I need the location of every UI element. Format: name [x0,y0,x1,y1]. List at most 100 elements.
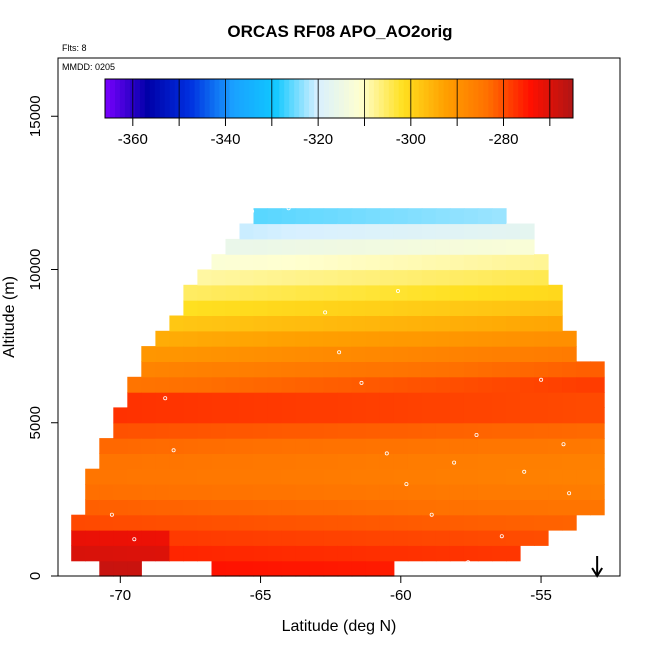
heatmap-cell [492,422,507,439]
heatmap-cell [407,468,423,485]
heatmap-cell [239,254,255,271]
heatmap-cell [295,330,311,347]
heatmap-cell [590,392,605,408]
heatmap-cell [365,392,381,408]
heatmap-cell [351,407,367,424]
heatmap-cell [169,530,184,546]
heatmap-cell [449,254,465,271]
heatmap-cell [492,514,507,531]
flight-direction-arrow [591,556,603,578]
heatmap-cell [393,223,409,240]
heatmap-cell [520,376,535,393]
heatmap-cell [379,560,395,577]
heatmap-cell [520,514,535,531]
heatmap-cell [379,422,395,439]
heatmap-cell [267,238,283,255]
heatmap-cell [492,438,507,454]
heatmap-cell [267,530,283,546]
heatmap-cell [337,484,353,500]
heatmap-cell [463,453,479,470]
heatmap-cell [435,376,451,393]
heatmap-cell [155,545,170,562]
heatmap-cell [449,284,465,301]
heatmap-cell [435,530,451,546]
heatmap-cell [449,422,465,439]
heatmap-cell [323,468,339,485]
heatmap-cell [239,300,255,316]
heatmap-cell [267,392,283,408]
heatmap-cell [562,484,577,500]
heatmap-cell [225,361,241,378]
heatmap-cell [407,376,423,393]
heatmap-cell [295,238,311,255]
heatmap-cell [337,346,353,362]
heatmap-cell [463,484,479,500]
heatmap-cell [393,545,409,562]
heatmap-cell [520,300,535,316]
heatmap-cell [407,453,423,470]
heatmap-cell [506,422,521,439]
sample-point [359,380,364,385]
heatmap-cell [506,514,521,531]
heatmap-cell [351,499,367,516]
heatmap-cell [407,484,423,500]
colorbar-swatch [458,79,464,118]
heatmap-cell [449,361,465,378]
heatmap-cell [435,238,451,255]
colorbar-swatch [169,79,176,118]
colorbar-swatch [503,79,509,118]
heatmap-cell [449,269,465,286]
heatmap-cell [309,468,325,485]
heatmap-cell [281,453,297,470]
colorbar-swatch [538,79,544,118]
heatmap-cell [267,468,283,485]
heatmap-cell [463,376,479,393]
heatmap-cell [463,300,479,316]
heatmap-cell [239,484,255,500]
heatmap-cell [281,300,297,316]
heatmap-cell [351,453,367,470]
heatmap-cell [492,269,507,286]
heatmap-cell [225,453,241,470]
heatmap-cell [562,468,577,485]
heatmap-cell [562,422,577,439]
heatmap-cell [267,453,283,470]
heatmap-cell [169,361,184,378]
heatmap-cell [281,468,297,485]
heatmap-cell [295,407,311,424]
heatmap-cell [534,269,549,286]
heatmap-cell [548,484,563,500]
heatmap-cell [267,438,283,454]
colorbar-swatch [568,79,574,118]
colorbar-swatch [239,79,245,118]
heatmap-cell [407,392,423,408]
heatmap-cell [449,499,465,516]
heatmap-cell [492,468,507,485]
heatmap-cell [576,376,591,393]
sample-point [429,512,434,517]
colorbar-swatch [264,79,270,118]
colorbar-swatch [433,79,440,118]
sample-point [499,534,504,539]
heatmap-cell [590,422,605,439]
heatmap-cell [323,422,339,439]
colorbar-swatch [209,79,216,118]
colorbar-swatch [368,79,375,118]
heatmap-cell [253,376,269,393]
heatmap-cell [183,422,198,439]
colorbar-swatch [418,79,425,118]
heatmap-cell [211,438,227,454]
heatmap-cell [197,284,212,301]
heatmap-cell [183,407,198,424]
heatmap-cell [323,453,339,470]
heatmap-cell [211,361,227,378]
heatmap-cell [379,284,395,301]
colorbar-tick-label: -280 [488,131,518,148]
x-tick-label: -60 [390,587,412,604]
heatmap-cell [295,254,311,271]
colorbar-tick-label: -300 [396,131,426,148]
heatmap-cell [281,208,297,225]
heatmap-cell [85,499,100,516]
heatmap-cell [421,238,437,255]
heatmap-cell [253,545,269,562]
